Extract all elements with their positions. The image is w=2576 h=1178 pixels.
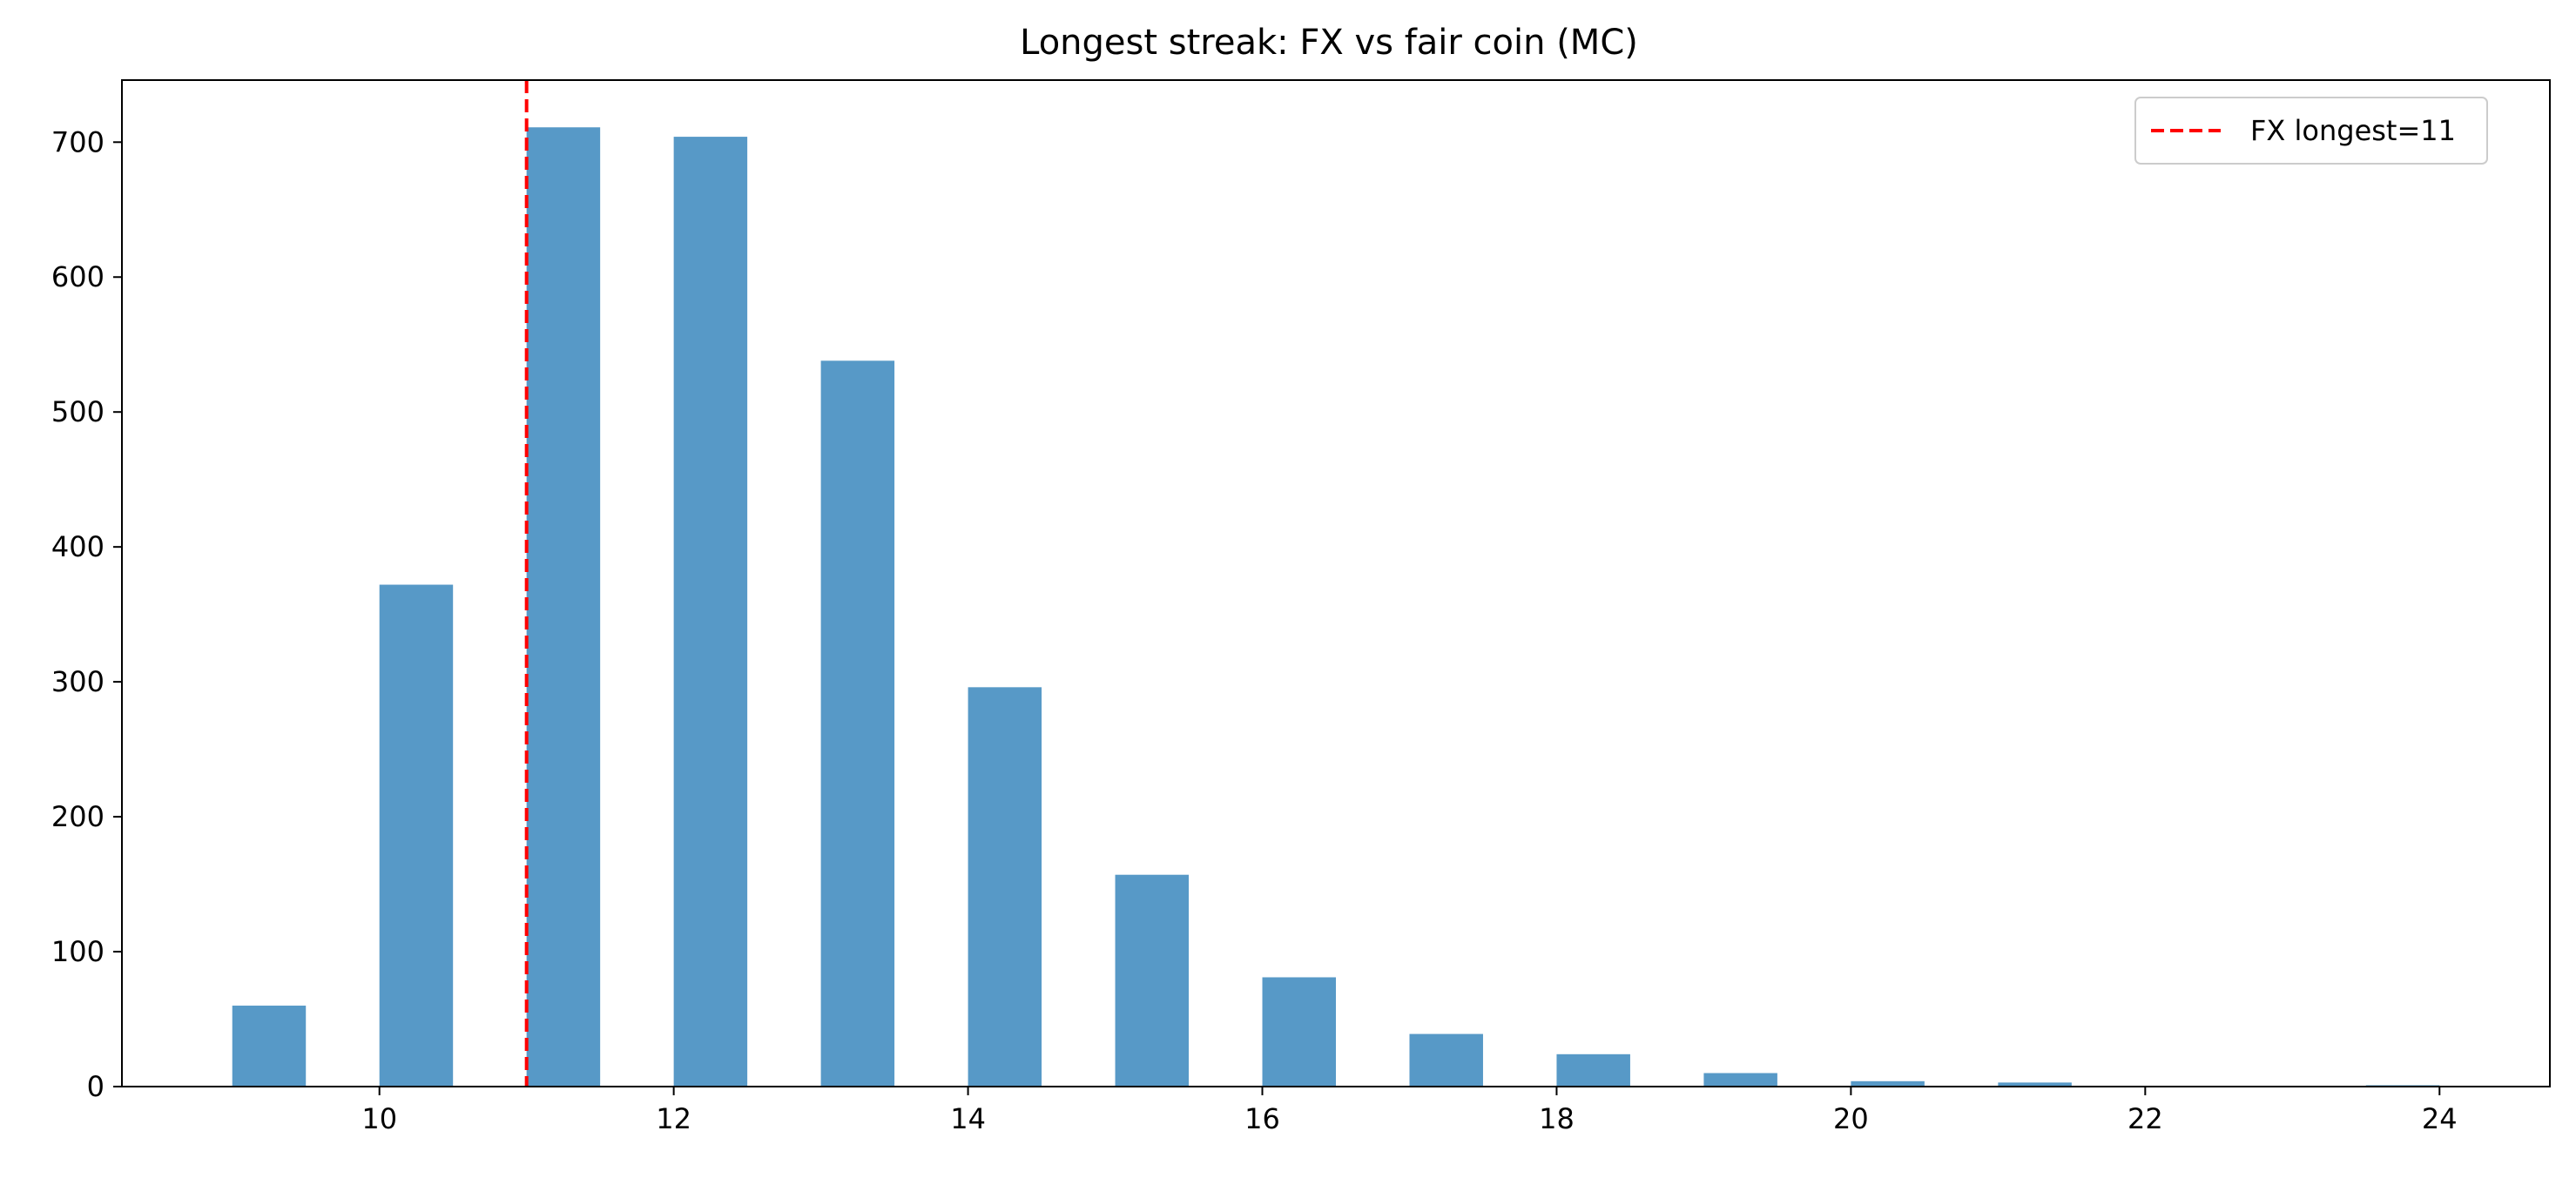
histogram-bar-6 <box>1115 874 1190 1087</box>
histogram-bar-0 <box>232 1006 307 1087</box>
y-tick-label: 600 <box>51 260 105 293</box>
y-tick-label: 100 <box>51 935 105 968</box>
y-tick-label: 400 <box>51 530 105 563</box>
y-tick-label: 700 <box>51 125 105 158</box>
y-tick-label: 500 <box>51 395 105 428</box>
x-tick-label: 16 <box>1244 1102 1280 1135</box>
legend-box <box>2134 97 2488 165</box>
y-tick-label: 200 <box>51 800 105 833</box>
histogram-bar-3 <box>673 137 748 1087</box>
axes-layer <box>121 79 2551 1087</box>
histogram-bar-7 <box>1262 977 1336 1087</box>
legend: FX longest=11 <box>2134 97 2488 165</box>
histogram-bar-12 <box>1998 1082 2072 1087</box>
legend-label: FX longest=11 <box>2250 114 2456 147</box>
x-ticks: 10 12 14 16 18 20 22 24 <box>361 1087 2458 1135</box>
histogram-bar-9 <box>1556 1053 1630 1087</box>
histogram-bar-10 <box>1703 1073 1777 1087</box>
histogram-bar-8 <box>1409 1033 1483 1087</box>
histogram-bar-5 <box>968 687 1042 1087</box>
plot-frame <box>121 79 2551 1087</box>
x-tick-label: 24 <box>2422 1102 2458 1135</box>
bars-layer <box>232 127 2440 1087</box>
x-tick-label: 12 <box>656 1102 691 1135</box>
histogram-bar-1 <box>379 584 454 1087</box>
y-ticks: 0 100 200 300 400 500 600 700 <box>51 125 122 1103</box>
histogram-bar-11 <box>1851 1080 1925 1087</box>
x-tick-label: 22 <box>2128 1102 2163 1135</box>
chart-title: Longest streak: FX vs fair coin (MC) <box>1020 23 1638 63</box>
x-tick-label: 14 <box>950 1102 986 1135</box>
x-tick-label: 10 <box>361 1102 397 1135</box>
x-tick-label: 18 <box>1539 1102 1575 1135</box>
histogram-bar-2 <box>526 127 601 1087</box>
y-tick-label: 0 <box>87 1070 105 1103</box>
x-tick-label: 20 <box>1833 1102 1869 1135</box>
y-tick-label: 300 <box>51 665 105 698</box>
histogram-bar-4 <box>820 360 895 1087</box>
